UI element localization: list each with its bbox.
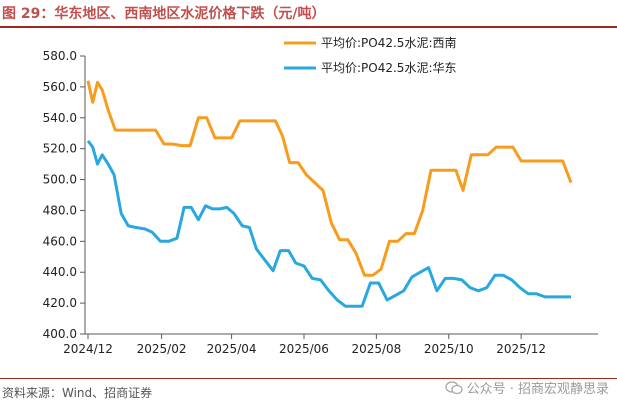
footer-rule <box>0 378 617 379</box>
y-tick-label: 540.0 <box>43 111 77 125</box>
figure-title: 图 29：华东地区、西南地区水泥价格下跌（元/吨） <box>2 6 326 22</box>
x-tick-label: 2025/10 <box>424 342 474 356</box>
line-chart: 400.0 420.0 440.0 460.0 480.0 500.0 520.0 540.0… <box>43 35 598 356</box>
y-tick-label: 500.0 <box>43 173 77 187</box>
x-tick-label: 2025/06 <box>279 342 329 356</box>
x-tick-label: 2025/02 <box>137 342 187 356</box>
y-axis: 400.0 420.0 440.0 460.0 480.0 500.0 520.0 540.0… <box>43 49 86 341</box>
series-line-eastchina <box>86 139 571 308</box>
y-tick-label: 520.0 <box>43 142 77 156</box>
legend-item-southwest: 平均价:PO42.5水泥:西南 <box>284 35 457 50</box>
legend-label-eastchina: 平均价:PO42.5水泥:华东 <box>321 61 457 75</box>
x-ticks: 2024/12 2025/02 2025/04 2025/06 2025/08 2025/… <box>63 334 546 356</box>
series-line-southwest <box>86 80 573 277</box>
wechat-icon <box>444 380 463 394</box>
y-tick-label: 460.0 <box>43 234 77 248</box>
legend-label-southwest: 平均价:PO42.5水泥:西南 <box>321 35 457 50</box>
y-tick-label: 480.0 <box>43 203 77 217</box>
y-tick-label: 560.0 <box>43 80 77 94</box>
series-lines <box>86 80 573 308</box>
y-tick-label: 580.0 <box>43 49 77 63</box>
title-rule <box>0 26 617 28</box>
x-tick-label: 2024/12 <box>63 342 113 356</box>
x-tick-label: 2025/08 <box>351 342 401 356</box>
source-note: 资料来源：Wind、招商证券 <box>2 386 153 400</box>
watermark-text: 公众号 · 招商宏观静思录 <box>466 382 609 397</box>
y-ticks: 400.0 420.0 440.0 460.0 480.0 500.0 520.0 540.0… <box>43 49 85 341</box>
watermark: 公众号 · 招商宏观静思录 <box>444 378 609 397</box>
legend-item-eastchina: 平均价:PO42.5水泥:华东 <box>284 61 457 75</box>
legend: 平均价:PO42.5水泥:西南 平均价:PO42.5水泥:华东 <box>284 35 457 75</box>
x-axis: 2024/12 2025/02 2025/04 2025/06 2025/08 2025/… <box>63 333 598 356</box>
y-tick-label: 440.0 <box>43 265 77 279</box>
y-tick-label: 400.0 <box>43 327 77 341</box>
x-tick-label: 2025/12 <box>496 342 546 356</box>
x-tick-label: 2025/04 <box>207 342 257 356</box>
y-tick-label: 420.0 <box>43 296 77 310</box>
